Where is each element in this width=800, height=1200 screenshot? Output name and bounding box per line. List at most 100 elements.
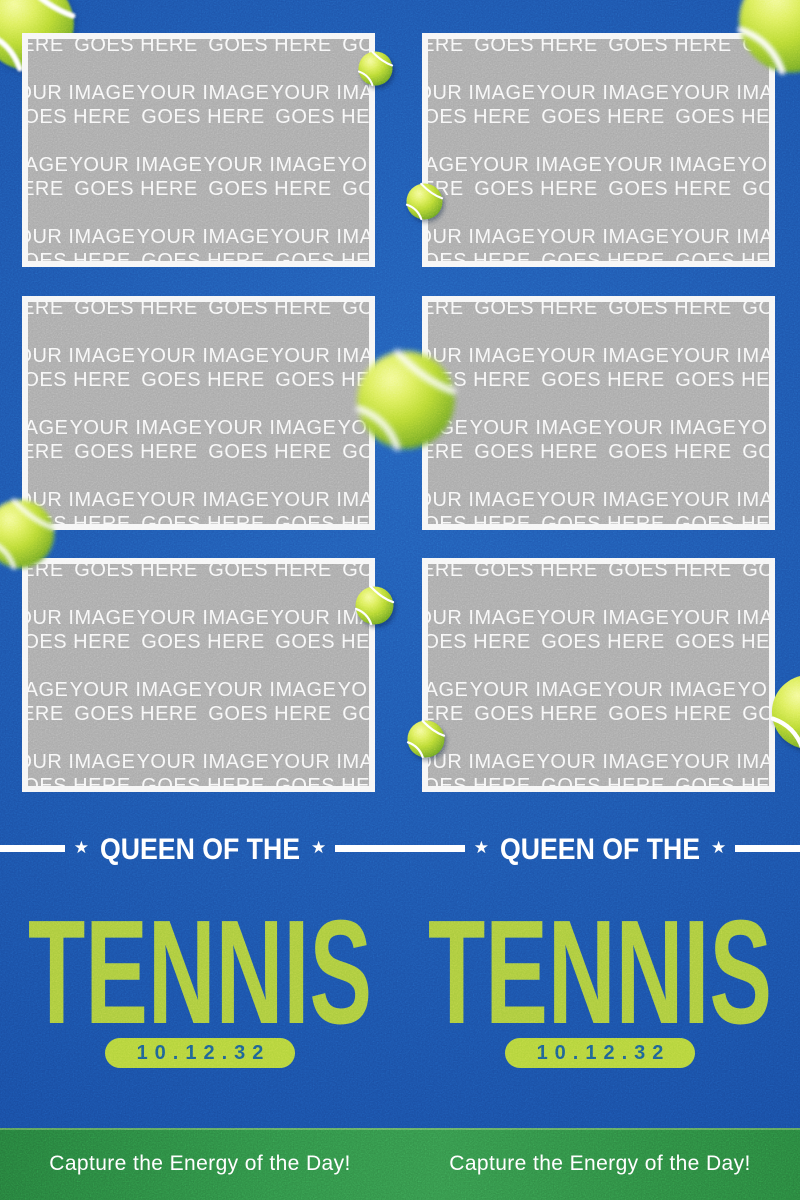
title-text-right: TENNIS <box>428 912 772 1028</box>
tennis-ball-icon <box>770 676 800 749</box>
tagline-text-right: Capture the Energy of the Day! <box>449 1152 751 1175</box>
date-badge-left: 10.12.32 <box>105 1038 295 1068</box>
star-icon: ★ <box>473 837 489 857</box>
header-rule <box>335 844 400 852</box>
svg-text:QUEEN OF THE: QUEEN OF THE <box>100 833 300 866</box>
svg-text:TENNIS: TENNIS <box>428 912 772 1028</box>
tagline-text-left: Capture the Energy of the Day! <box>49 1152 351 1175</box>
date-text: 10.12.32 <box>136 1041 271 1064</box>
star-icon: ★ <box>711 837 727 857</box>
svg-text:TENNIS: TENNIS <box>28 912 372 1028</box>
tennis-ball-icon <box>355 349 457 451</box>
tennis-ball-icon <box>405 182 444 221</box>
star-icon: ★ <box>73 837 89 857</box>
svg-text:QUEEN OF THE: QUEEN OF THE <box>500 833 700 866</box>
footer-bar: Capture the Energy of the Day! Capture t… <box>0 1128 800 1200</box>
tennis-ball-icon <box>357 50 394 87</box>
strip-header-right: ★ QUEEN OF THE ★ <box>400 828 800 868</box>
tennis-ball-icon <box>354 585 395 626</box>
header-rule <box>400 844 465 852</box>
star-icon: ★ <box>311 837 327 857</box>
title-text-left: TENNIS <box>28 912 372 1028</box>
tennis-ball-icon <box>0 498 56 570</box>
header-rule <box>735 844 800 852</box>
date-text: 10.12.32 <box>536 1041 671 1064</box>
tennis-ball-icon <box>406 719 446 759</box>
